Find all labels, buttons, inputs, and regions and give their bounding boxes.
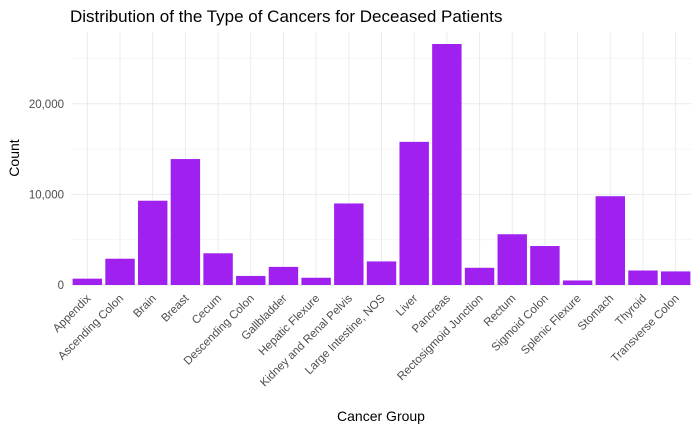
bar	[399, 141, 429, 285]
y-tick-label: 10,000	[29, 189, 64, 201]
bar	[562, 280, 593, 285]
y-axis-title: Count	[6, 139, 22, 176]
bar	[138, 200, 168, 285]
x-tick-label: Brain	[131, 293, 158, 320]
x-axis-title: Cancer Group	[337, 408, 425, 424]
bar	[236, 275, 266, 285]
bar	[432, 44, 462, 285]
x-tick-label: Liver	[394, 293, 420, 319]
x-tick-label: Stomach	[576, 293, 617, 334]
bar	[268, 266, 299, 285]
bar	[170, 159, 201, 285]
bar	[660, 271, 691, 285]
bar	[72, 278, 103, 285]
x-tick-label: Sigmoid Colon	[490, 293, 551, 354]
bar	[464, 267, 495, 285]
x-tick-label: Splenic Flexure	[519, 293, 584, 358]
bar	[628, 270, 658, 285]
y-tick-label: 0	[58, 280, 64, 292]
bar	[301, 277, 331, 285]
y-tick-label: 20,000	[29, 99, 64, 111]
bar	[105, 258, 135, 285]
bar	[366, 261, 397, 285]
bars	[72, 44, 691, 285]
chart-title: Distribution of the Type of Cancers for …	[70, 7, 502, 26]
bar	[530, 246, 560, 285]
y-axis-ticks: 0 10,000 20,000	[29, 99, 64, 292]
bar	[334, 203, 364, 285]
bar	[595, 196, 625, 285]
x-tick-label: Breast	[160, 292, 193, 325]
bar	[203, 253, 233, 285]
bar	[497, 234, 527, 285]
